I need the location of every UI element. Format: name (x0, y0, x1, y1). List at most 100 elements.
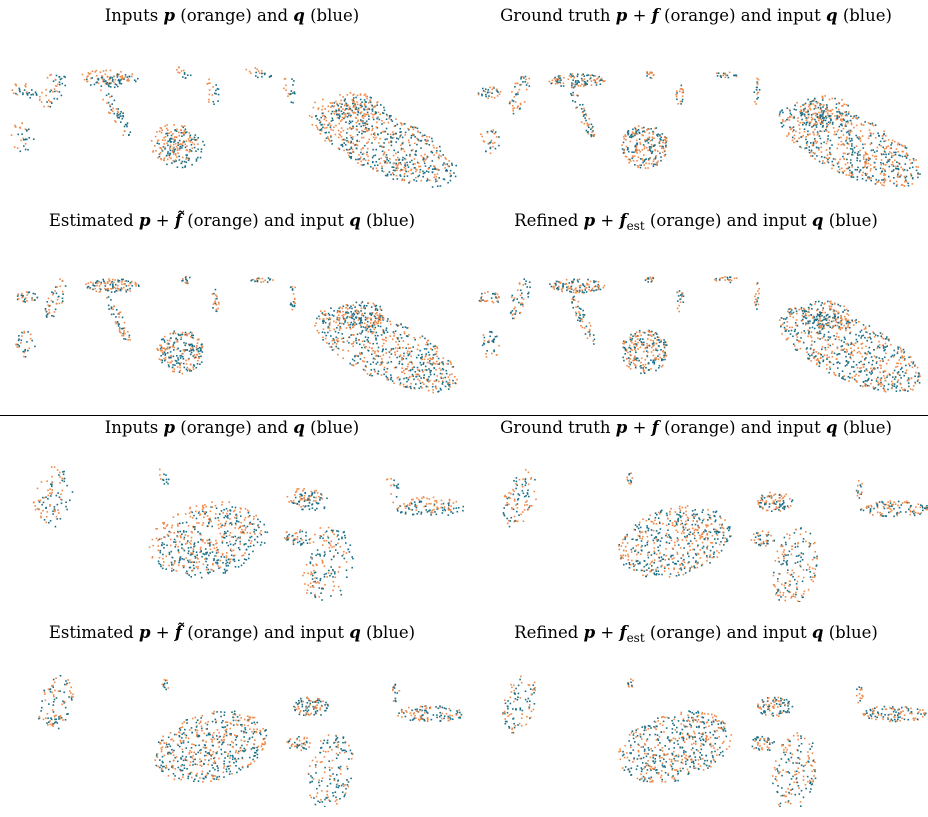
point-q (180, 355, 183, 357)
point-p (121, 334, 123, 337)
point-p (575, 107, 577, 109)
point-p (201, 346, 204, 349)
point-q (599, 83, 602, 85)
point-p (638, 331, 641, 334)
point-p (492, 86, 495, 88)
point-p (634, 151, 637, 153)
point-q (359, 343, 361, 346)
point-p (117, 287, 119, 290)
point-p (116, 284, 119, 287)
point-q (397, 138, 400, 140)
point-p (388, 141, 390, 144)
point-p (497, 300, 499, 302)
point-p (442, 361, 444, 363)
point-p (367, 316, 369, 319)
point-q (417, 138, 419, 141)
point-p (176, 149, 179, 151)
point-p (406, 386, 409, 388)
point-p (643, 365, 646, 368)
point-p (195, 346, 198, 349)
point-q (213, 92, 216, 95)
point-q (907, 377, 910, 379)
point-p (639, 141, 641, 144)
point-p (254, 67, 257, 69)
point-p (589, 324, 592, 327)
point-q (438, 177, 440, 179)
point-q (350, 305, 352, 308)
point-p (637, 156, 640, 159)
point-p (196, 342, 199, 344)
point-q (192, 349, 195, 352)
caption-word: Estimated (48, 211, 134, 230)
point-p (758, 292, 760, 295)
point-p (654, 357, 656, 360)
point-q (372, 148, 374, 151)
point-p (28, 347, 31, 349)
point-p (15, 84, 17, 87)
point-p (844, 318, 847, 320)
point-p (409, 155, 411, 157)
point-q (403, 123, 406, 125)
point-q (190, 351, 193, 354)
point-q (173, 330, 176, 333)
point-q (328, 323, 331, 325)
point-p (192, 337, 195, 339)
point-q (186, 369, 189, 372)
point-q (376, 127, 379, 129)
point-q (871, 370, 873, 372)
point-cloud-plot (477, 71, 921, 187)
point-q (435, 180, 437, 183)
point-p (389, 158, 391, 160)
point-q (201, 351, 204, 353)
point-q (649, 148, 651, 150)
point-p (324, 108, 326, 110)
point-p (414, 163, 416, 165)
point-p (643, 371, 645, 373)
point-q (864, 358, 866, 360)
point-q (400, 169, 403, 171)
point-q (334, 341, 336, 344)
point-q (794, 307, 797, 310)
point-p (172, 143, 175, 146)
point-p (178, 149, 181, 151)
point-p (844, 123, 847, 125)
point-p (522, 76, 524, 78)
point-p (435, 353, 437, 355)
point-p (49, 74, 51, 76)
point-q (377, 334, 379, 337)
point-q (361, 321, 363, 324)
point-q (492, 341, 495, 343)
point-p (817, 333, 820, 335)
point-q (369, 363, 372, 365)
point-p (344, 313, 347, 315)
point-q (289, 93, 291, 96)
point-p (571, 282, 573, 285)
point-p (341, 116, 344, 119)
point-p (649, 72, 652, 74)
point-q (812, 141, 815, 144)
point-q (173, 349, 175, 351)
point-p (833, 133, 836, 136)
point-p (364, 115, 366, 117)
point-p (400, 122, 403, 125)
point-q (398, 340, 401, 343)
point-p (401, 367, 403, 369)
point-q (293, 304, 296, 307)
point-q (514, 86, 516, 88)
point-p (347, 321, 349, 324)
point-q (855, 364, 858, 366)
point-q (263, 73, 266, 76)
point-q (643, 126, 645, 129)
point-q (118, 117, 120, 119)
point-q (869, 336, 871, 339)
point-q (267, 277, 270, 279)
point-p (164, 335, 166, 338)
point-q (900, 377, 902, 379)
point-q (729, 276, 732, 279)
point-p (568, 75, 571, 77)
point-p (176, 366, 179, 368)
point-p (52, 314, 54, 317)
point-p (107, 282, 109, 284)
point-q (117, 85, 119, 88)
point-q (198, 346, 201, 349)
